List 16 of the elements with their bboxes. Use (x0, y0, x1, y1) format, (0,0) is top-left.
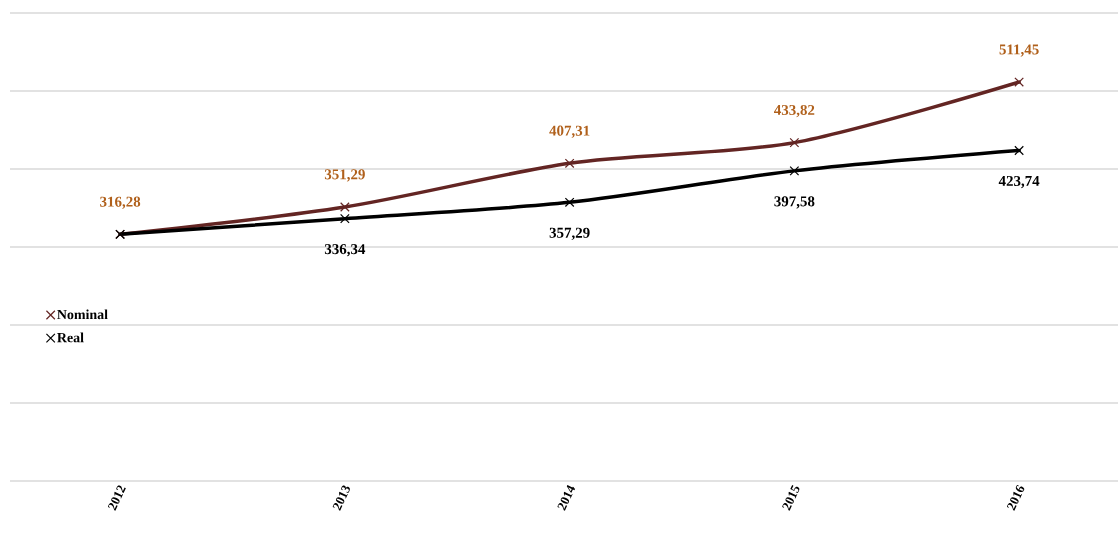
data-label: 336,34 (324, 244, 366, 257)
data-label: 316,28 (100, 196, 141, 209)
data-label: 397,58 (774, 196, 815, 209)
x-tick-label: 2015 (782, 485, 800, 511)
x-tick-label: 2012 (107, 485, 126, 511)
x-tick-label: 2013 (332, 485, 350, 511)
data-label: 511,45 (999, 44, 1039, 57)
data-label: 433,82 (774, 104, 815, 118)
data-label: 357,29 (549, 227, 590, 240)
legend-label: Real (57, 332, 84, 343)
legend-label: Nominal (57, 309, 108, 320)
data-label: 423,74 (998, 175, 1040, 189)
x-tick-label: 2016 (1006, 484, 1025, 511)
data-label: 407,31 (549, 125, 590, 138)
data-label: 351,29 (324, 169, 365, 182)
x-tick-label: 2014 (557, 485, 576, 511)
